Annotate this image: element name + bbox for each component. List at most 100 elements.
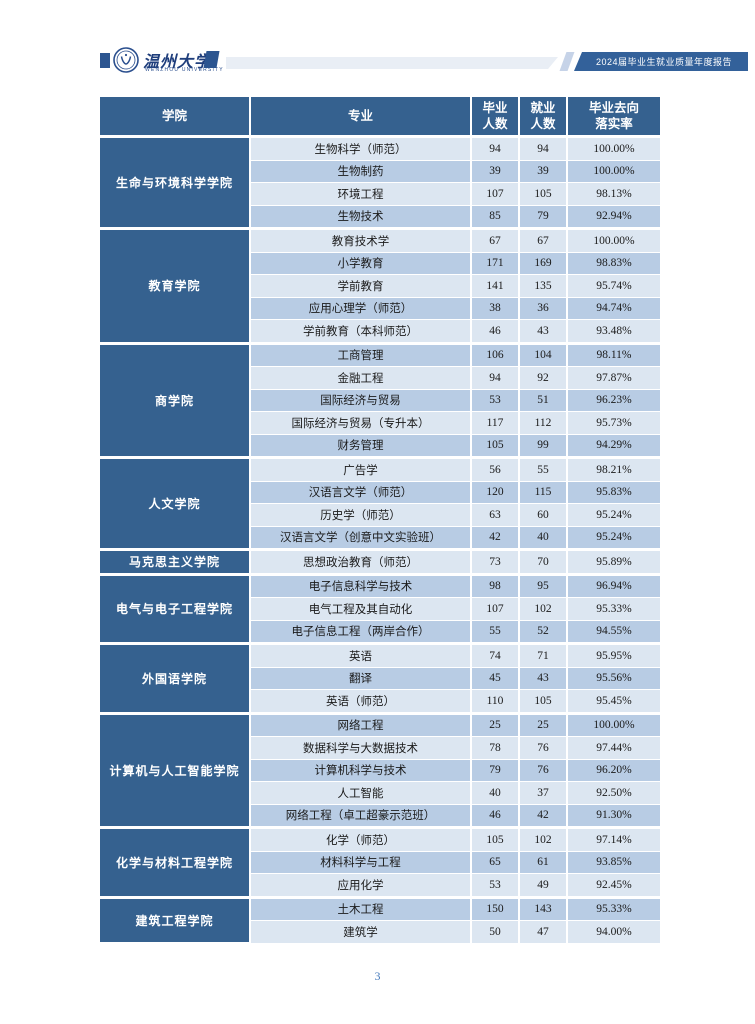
table-row: 英语（师范） 110 105 95.45%: [99, 689, 662, 714]
employed-cell: 105: [518, 182, 568, 206]
table-body: 生命与环境科学学院 生物科学（师范） 94 94 100.00% 生物制药 39 39 100.…: [98, 135, 662, 945]
major-cell: 广告学: [249, 456, 472, 482]
rate-cell: 100.00%: [566, 159, 662, 183]
graduates-cell: 94: [470, 366, 520, 390]
table-row: 历史学（师范） 63 60 95.24%: [99, 503, 662, 527]
table-row: 学前教育（本科师范） 46 43 93.48%: [99, 319, 662, 344]
graduates-cell: 67: [470, 227, 520, 253]
graduates-cell: 120: [470, 480, 520, 504]
graduates-cell: 106: [470, 341, 520, 367]
table-row: 学前教育 141 135 95.74%: [99, 274, 662, 298]
graduates-cell: 107: [470, 597, 520, 621]
major-cell: 国际经济与贸易（专升本）: [249, 411, 472, 435]
college-cell: 建筑工程学院: [98, 895, 251, 945]
table-row: 生物技术 85 79 92.94%: [99, 204, 662, 229]
employed-cell: 51: [518, 388, 568, 412]
table-row: 马克思主义学院 思想政治教育（师范） 73 70 95.89%: [98, 548, 662, 576]
major-cell: 应用化学: [249, 873, 472, 898]
report-banner: 2024届毕业生就业质量年度报告: [574, 52, 748, 71]
rate-cell: 95.24%: [566, 525, 662, 550]
logo-square: [100, 53, 110, 68]
col-header-graduates: 毕业 人数: [470, 95, 520, 138]
col-header-college: 学院: [98, 95, 251, 138]
rate-cell: 95.56%: [566, 666, 662, 690]
col-header-graduates-line2: 人数: [482, 117, 508, 131]
graduates-cell: 73: [470, 548, 520, 575]
graduates-cell: 171: [470, 251, 520, 275]
major-cell: 国际经济与贸易: [249, 388, 472, 412]
major-cell: 思想政治教育（师范）: [249, 548, 472, 575]
employed-cell: 37: [518, 781, 568, 805]
major-cell: 工商管理: [249, 341, 472, 367]
rate-cell: 100.00%: [566, 711, 662, 737]
major-cell: 数据科学与大数据技术: [249, 736, 472, 760]
graduates-cell: 56: [470, 456, 520, 482]
graduates-cell: 55: [470, 619, 520, 644]
major-cell: 土木工程: [249, 895, 472, 921]
employed-cell: 79: [518, 204, 568, 229]
major-cell: 小学教育: [249, 251, 472, 275]
major-cell: 人工智能: [249, 781, 472, 805]
major-cell: 汉语言文学（师范）: [249, 480, 472, 504]
banner-accent-stripe: [559, 52, 575, 71]
employment-table: 学院 专业 毕业 人数 就业 人数 毕业去向 落实率 生命与环境科学学院 生物科学…: [98, 95, 662, 945]
major-cell: 金融工程: [249, 366, 472, 390]
rate-cell: 95.33%: [566, 895, 662, 921]
employed-cell: 49: [518, 873, 568, 898]
major-cell: 学前教育: [249, 274, 472, 298]
table-row: 电气与电子工程学院 电子信息科学与技术 98 95 96.94%: [98, 572, 662, 645]
table-row: 建筑工程学院 土木工程 150 143 95.33%: [98, 895, 662, 945]
rate-cell: 93.48%: [566, 319, 662, 344]
graduates-cell: 141: [470, 274, 520, 298]
graduates-cell: 85: [470, 204, 520, 229]
graduates-cell: 53: [470, 388, 520, 412]
logo-flag-icon: [203, 51, 220, 68]
table-row: 生命与环境科学学院 生物科学（师范） 94 94 100.00%: [98, 135, 662, 230]
major-cell: 学前教育（本科师范）: [249, 319, 472, 344]
table-row: 建筑学 50 47 94.00%: [99, 920, 662, 944]
employed-cell: 99: [518, 433, 568, 458]
university-name-en: WENZHOU UNIVERSITY: [145, 67, 224, 73]
employed-cell: 135: [518, 274, 568, 298]
table-row: 国际经济与贸易（专升本） 117 112 95.73%: [99, 411, 662, 435]
college-cell: 教育学院: [98, 227, 251, 345]
major-cell: 翻译: [249, 666, 472, 690]
university-seal-icon: [113, 47, 139, 73]
rate-cell: 92.45%: [566, 873, 662, 898]
major-cell: 电子信息科学与技术: [249, 572, 472, 598]
major-cell: 英语: [249, 642, 472, 668]
header-light-bar: [226, 57, 558, 69]
table-row: 国际经济与贸易 53 51 96.23%: [99, 388, 662, 412]
graduates-cell: 107: [470, 182, 520, 206]
rate-cell: 94.74%: [566, 296, 662, 320]
table-row: 数据科学与大数据技术 78 76 97.44%: [99, 736, 662, 760]
rate-cell: 100.00%: [566, 227, 662, 253]
employed-cell: 52: [518, 619, 568, 644]
rate-cell: 96.94%: [566, 572, 662, 598]
rate-cell: 98.11%: [566, 341, 662, 367]
major-cell: 应用心理学（师范）: [249, 296, 472, 320]
graduates-cell: 94: [470, 135, 520, 161]
rate-cell: 95.33%: [566, 597, 662, 621]
table-row: 汉语言文学（师范） 120 115 95.83%: [99, 480, 662, 504]
rate-cell: 98.83%: [566, 251, 662, 275]
major-cell: 化学（师范）: [249, 826, 472, 852]
employed-cell: 67: [518, 227, 568, 253]
graduates-cell: 45: [470, 666, 520, 690]
major-cell: 网络工程: [249, 711, 472, 737]
rate-cell: 96.20%: [566, 758, 662, 782]
employed-cell: 25: [518, 711, 568, 737]
rate-cell: 98.13%: [566, 182, 662, 206]
employed-cell: 70: [518, 548, 568, 575]
employed-cell: 42: [518, 803, 568, 828]
graduates-cell: 39: [470, 159, 520, 183]
employed-cell: 43: [518, 319, 568, 344]
employed-cell: 60: [518, 503, 568, 527]
employed-cell: 43: [518, 666, 568, 690]
col-header-rate: 毕业去向 落实率: [566, 95, 662, 138]
rate-cell: 97.87%: [566, 366, 662, 390]
table-row: 人工智能 40 37 92.50%: [99, 781, 662, 805]
rate-cell: 95.89%: [566, 548, 662, 575]
graduates-cell: 40: [470, 781, 520, 805]
